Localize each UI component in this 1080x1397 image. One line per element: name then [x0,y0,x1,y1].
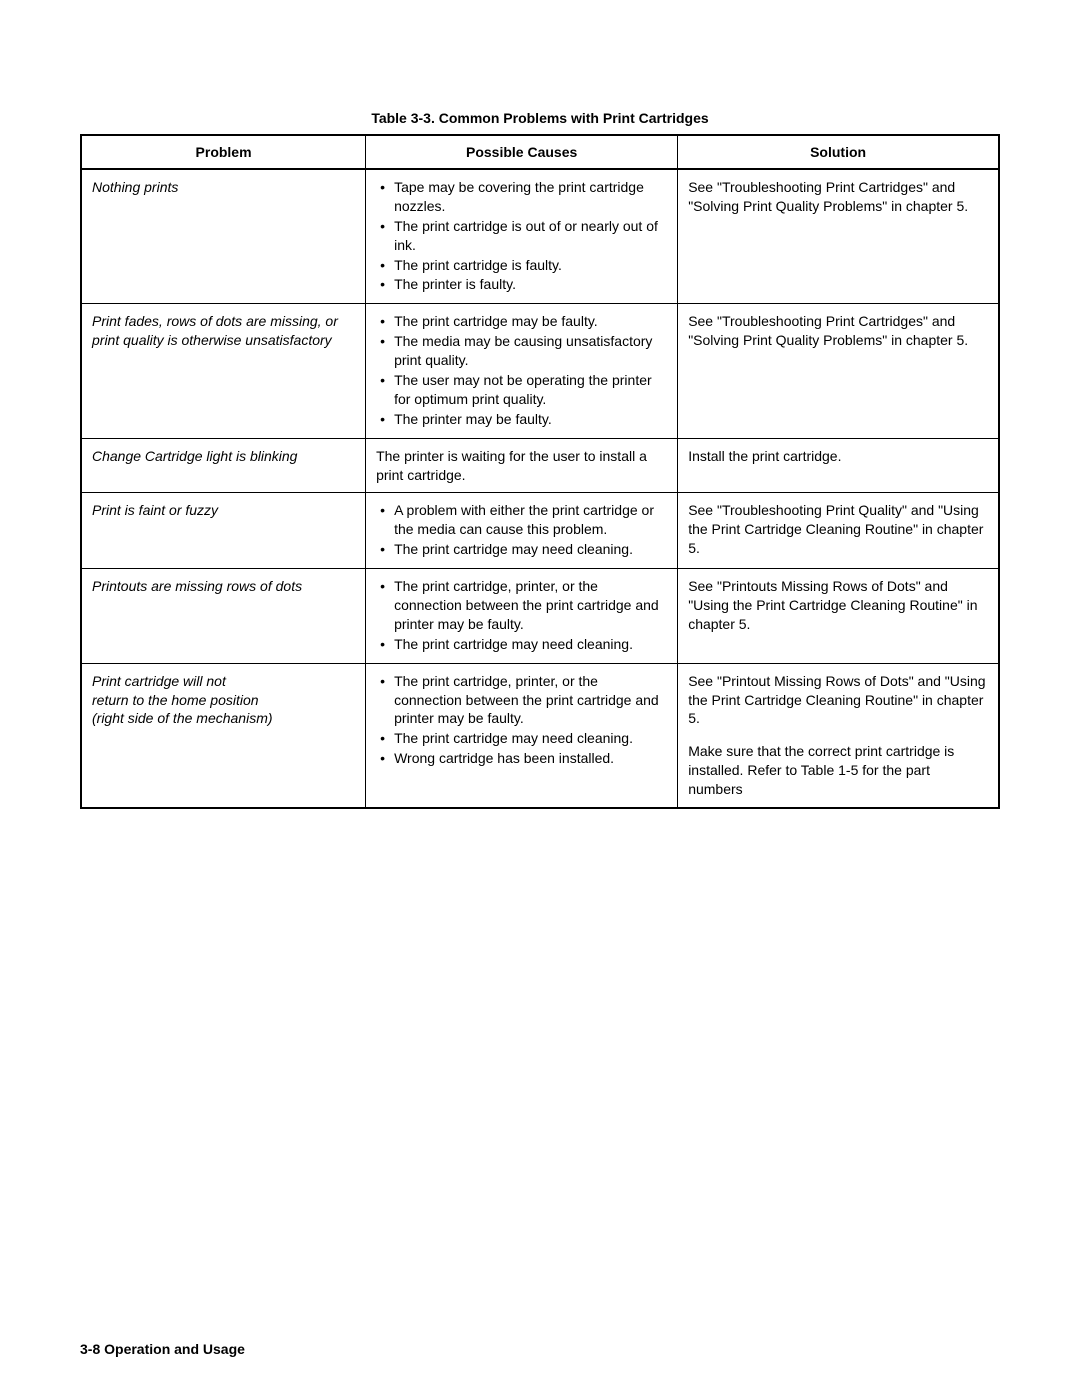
cell-problem: Print cartridge will notreturn to the ho… [81,663,366,808]
causes-list: The print cartridge, printer, or the con… [376,577,667,654]
table-title: Table 3-3. Common Problems with Print Ca… [80,110,1000,126]
table-header-row: Problem Possible Causes Solution [81,135,999,169]
causes-item: The user may not be operating the printe… [376,371,667,409]
col-header-problem: Problem [81,135,366,169]
cell-solution: See "Troubleshooting Print Quality" and … [678,493,999,569]
causes-item: The print cartridge may need cleaning. [376,540,667,559]
causes-item: Tape may be covering the print cartridge… [376,178,667,216]
solution-text: Make sure that the correct print cartrid… [688,742,988,799]
cell-causes: The print cartridge, printer, or the con… [366,569,678,664]
page-footer: 3-8 Operation and Usage [80,1341,245,1357]
causes-item: The print cartridge is out of or nearly … [376,217,667,255]
solution-text: See "Printout Missing Rows of Dots" and … [688,672,988,729]
cell-solution: See "Troubleshooting Print Cartridges" a… [678,304,999,438]
causes-item: The print cartridge, printer, or the con… [376,672,667,729]
cell-problem: Nothing prints [81,169,366,304]
causes-item: Wrong cartridge has been installed. [376,749,667,768]
causes-list: The print cartridge may be faulty.The me… [376,312,667,428]
causes-item: The print cartridge may need cleaning. [376,729,667,748]
cell-causes: A problem with either the print cartridg… [366,493,678,569]
causes-item: The print cartridge may be faulty. [376,312,667,331]
problems-table: Problem Possible Causes Solution Nothing… [80,134,1000,809]
cell-problem: Change Cartridge light is blinking [81,438,366,493]
causes-item: The media may be causing unsatisfactory … [376,332,667,370]
col-header-causes: Possible Causes [366,135,678,169]
table-row: Printouts are missing rows of dotsThe pr… [81,569,999,664]
cell-problem: Printouts are missing rows of dots [81,569,366,664]
table-row: Nothing prints Tape may be covering the p… [81,169,999,304]
solution-text: See "Troubleshooting Print Cartridges" a… [688,178,988,216]
causes-list: Tape may be covering the print cartridge… [376,178,667,294]
cell-causes: The printer is waiting for the user to i… [366,438,678,493]
cell-solution: See "Troubleshooting Print Cartridges" a… [678,169,999,304]
causes-item: A problem with either the print cartridg… [376,501,667,539]
cell-problem: Print fades, rows of dots are missing, o… [81,304,366,438]
table-row: Print is faint or fuzzy A problem with ei… [81,493,999,569]
table-row: Print fades, rows of dots are missing, o… [81,304,999,438]
table-body: Nothing prints Tape may be covering the p… [81,169,999,808]
table-row: Print cartridge will notreturn to the ho… [81,663,999,808]
causes-item: The print cartridge is faulty. [376,256,667,275]
causes-item: The print cartridge, printer, or the con… [376,577,667,634]
cell-causes: The print cartridge, printer, or the con… [366,663,678,808]
cell-solution: Install the print cartridge. [678,438,999,493]
causes-item: The printer may be faulty. [376,410,667,429]
causes-item: The printer is faulty. [376,275,667,294]
cell-causes: The print cartridge may be faulty.The me… [366,304,678,438]
causes-list: The print cartridge, printer, or the con… [376,672,667,768]
cell-causes: Tape may be covering the print cartridge… [366,169,678,304]
col-header-solution: Solution [678,135,999,169]
solution-text: See "Troubleshooting Print Quality" and … [688,501,988,558]
solution-text: See "Printouts Missing Rows of Dots" and… [688,577,988,634]
solution-text: See "Troubleshooting Print Cartridges" a… [688,312,988,350]
cell-solution: See "Printouts Missing Rows of Dots" and… [678,569,999,664]
table-row: Change Cartridge light is blinkingThe pr… [81,438,999,493]
causes-list: A problem with either the print cartridg… [376,501,667,559]
cell-problem: Print is faint or fuzzy [81,493,366,569]
cell-solution: See "Printout Missing Rows of Dots" and … [678,663,999,808]
causes-item: The print cartridge may need cleaning. [376,635,667,654]
solution-text: Install the print cartridge. [688,447,988,466]
